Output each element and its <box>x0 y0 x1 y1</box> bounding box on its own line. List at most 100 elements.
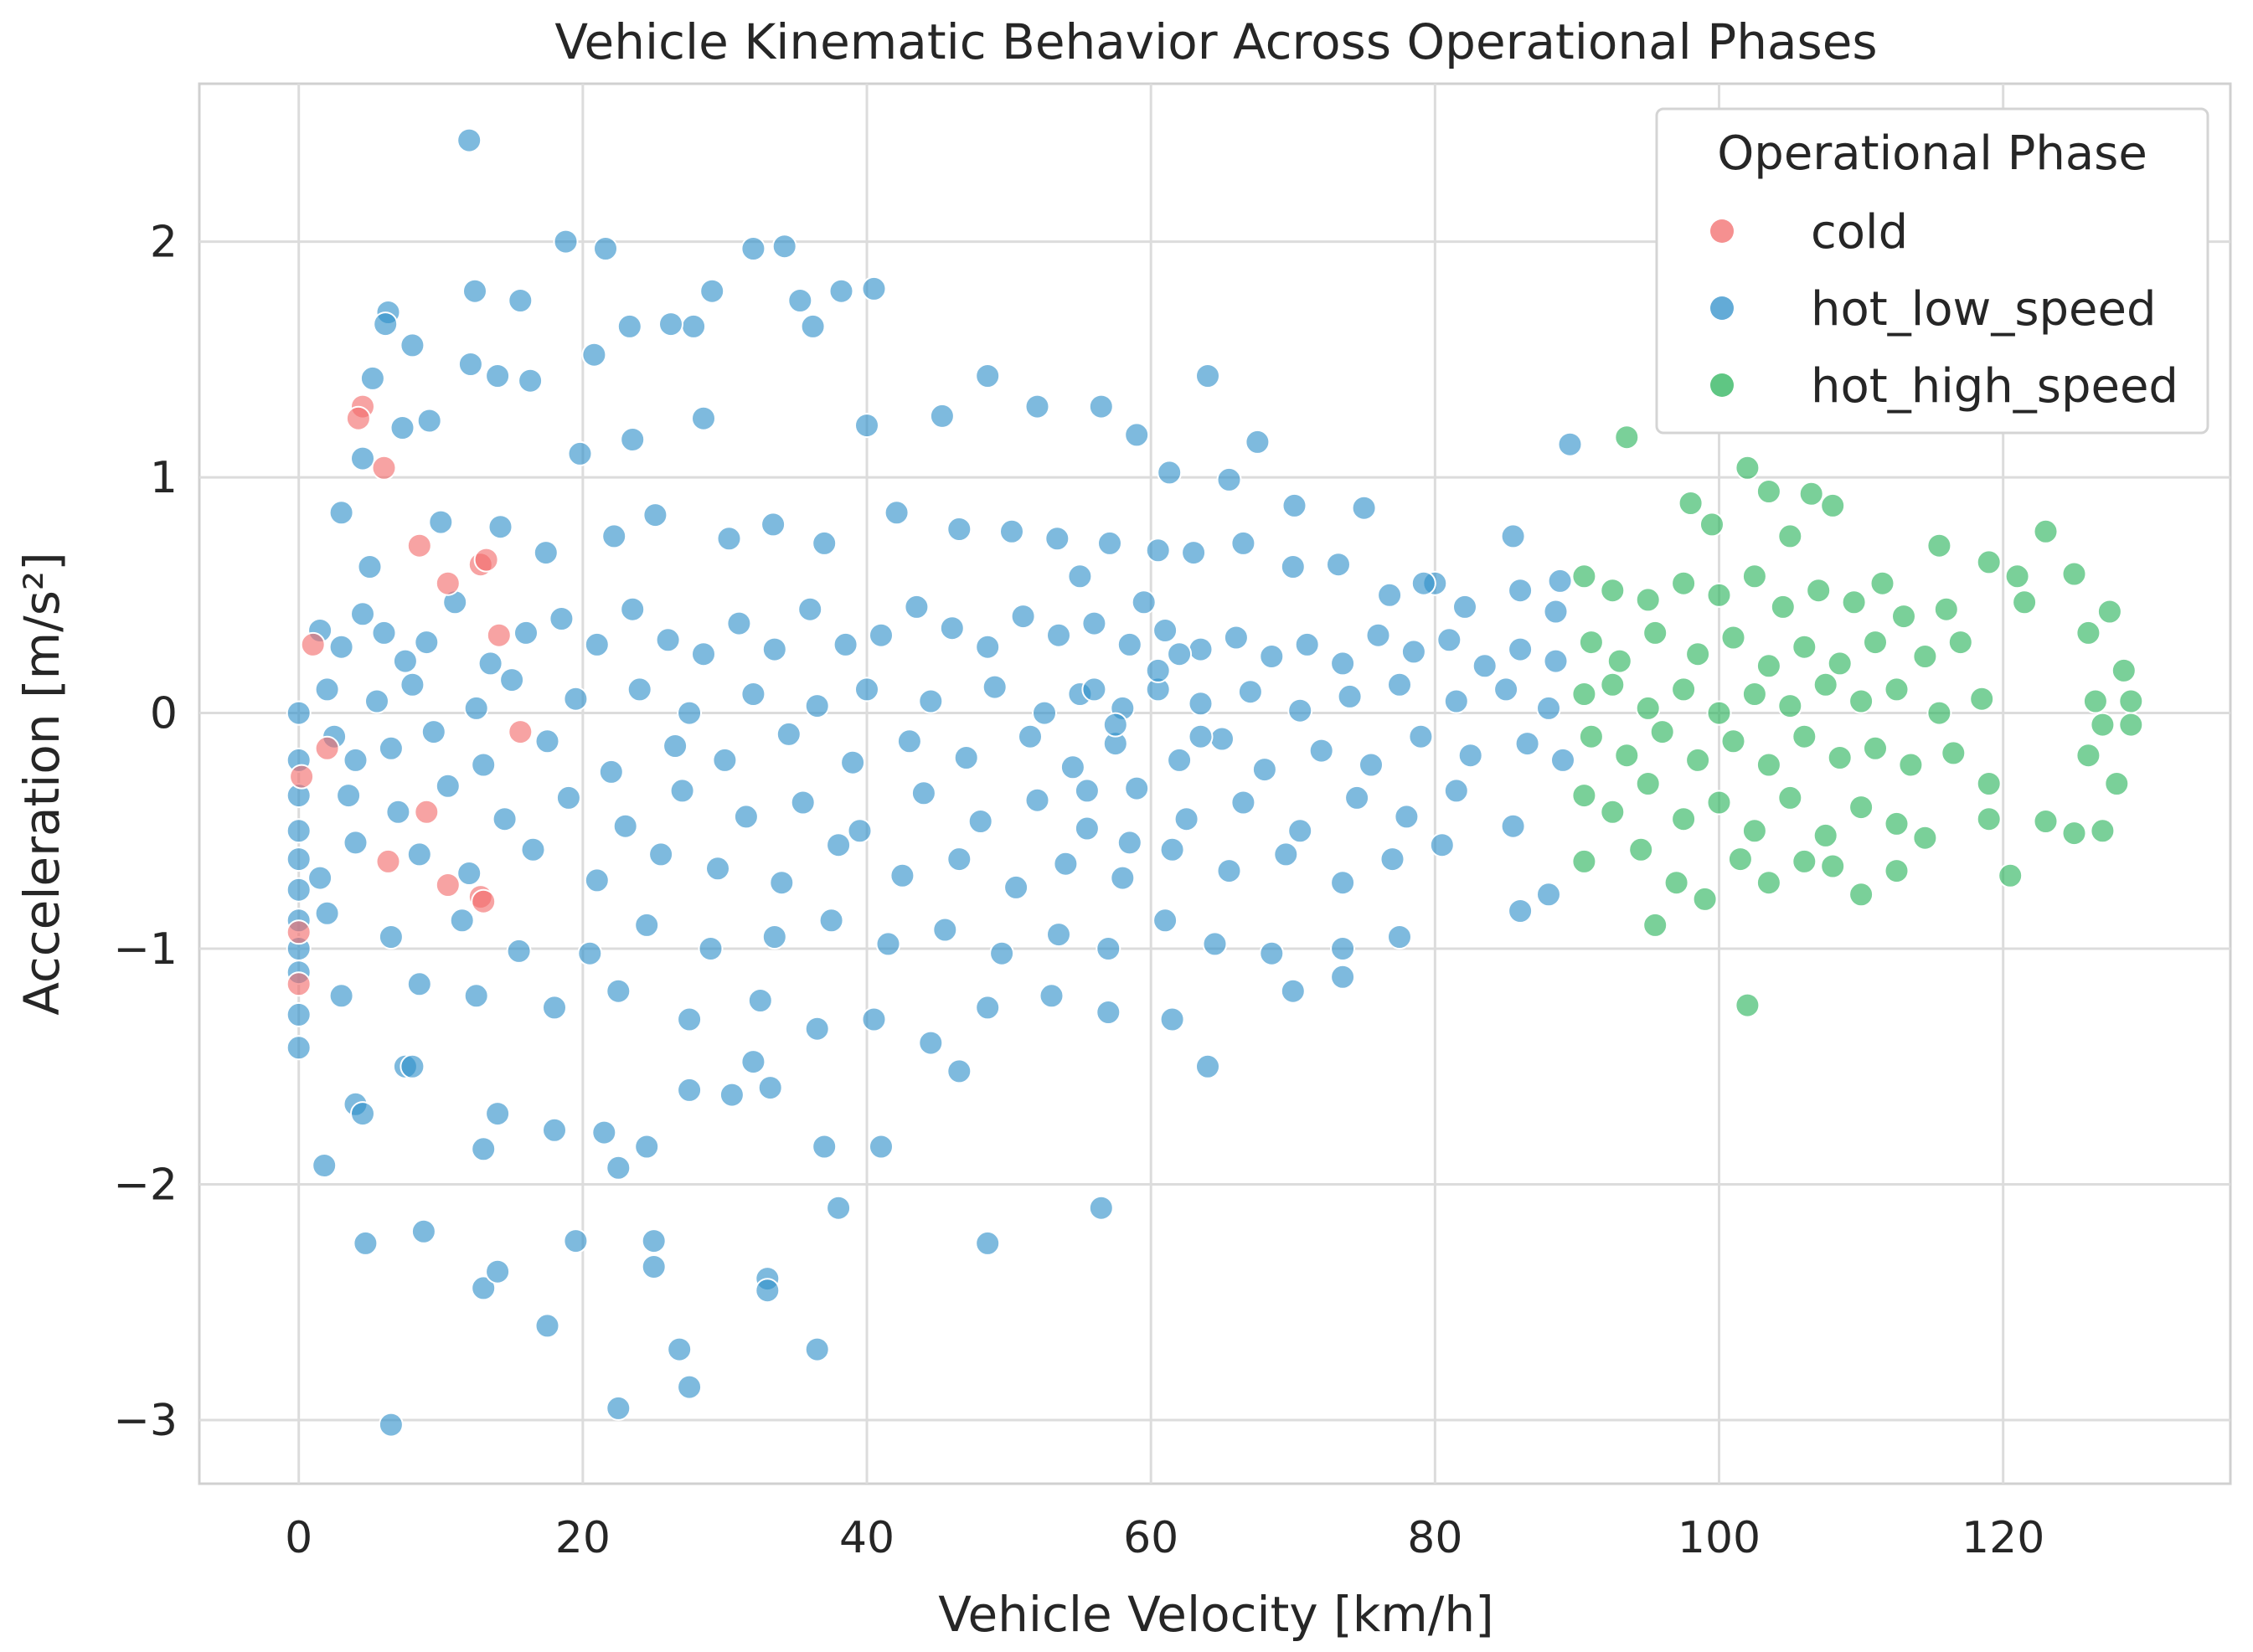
data-point-hot-low-speed <box>435 773 461 799</box>
y-tick-label: 0 <box>150 689 178 739</box>
data-point-hot-high-speed <box>2090 818 2116 844</box>
data-point-hot-low-speed <box>518 368 544 394</box>
legend-label-hot-low-speed: hot_low_speed <box>1811 282 2157 337</box>
data-point-hot-high-speed <box>1571 564 1597 589</box>
data-point-hot-high-speed <box>1841 589 1867 615</box>
data-point-hot-high-speed <box>1976 806 2002 832</box>
data-point-hot-high-speed <box>1947 630 1973 656</box>
data-point-hot-low-speed <box>1074 778 1100 804</box>
data-point-hot-high-speed <box>1606 648 1632 674</box>
data-point-hot-high-speed <box>1578 723 1604 749</box>
data-point-hot-low-speed <box>1223 625 1249 651</box>
data-point-hot-high-speed <box>1720 728 1746 754</box>
data-point-cold <box>286 919 312 945</box>
data-point-hot-low-speed <box>328 634 354 660</box>
data-point-hot-low-speed <box>314 900 340 926</box>
data-point-hot-low-speed <box>485 1258 511 1284</box>
data-point-hot-low-speed <box>591 1119 617 1145</box>
data-point-hot-low-speed <box>740 1049 766 1075</box>
data-point-hot-low-speed <box>371 620 397 646</box>
data-point-hot-low-speed <box>457 352 483 377</box>
data-point-hot-low-speed <box>1145 538 1171 564</box>
data-point-hot-high-speed <box>1614 743 1640 769</box>
data-point-hot-low-speed <box>1230 530 1256 556</box>
chart-title: Vehicle Kinematic Behavior Across Operat… <box>554 13 1877 70</box>
data-point-hot-low-speed <box>286 877 312 903</box>
data-point-hot-high-speed <box>1770 594 1796 620</box>
data-point-hot-low-speed <box>350 1101 375 1127</box>
data-point-hot-high-speed <box>1869 570 1895 596</box>
data-point-hot-low-speed <box>800 313 826 339</box>
data-point-hot-low-speed <box>312 1153 338 1178</box>
data-point-hot-low-speed <box>1010 604 1036 630</box>
legend-label-hot-high-speed: hot_high_speed <box>1811 359 2178 414</box>
data-point-hot-low-speed <box>975 995 1001 1021</box>
data-point-hot-low-speed <box>929 403 955 429</box>
data-points <box>286 127 2144 1438</box>
data-point-hot-low-speed <box>804 1336 830 1362</box>
data-point-hot-low-speed <box>1326 552 1351 578</box>
data-point-hot-low-speed <box>1081 610 1107 636</box>
data-point-hot-low-speed <box>1452 594 1477 620</box>
x-tick-label: 80 <box>1407 1513 1462 1563</box>
data-point-hot-high-speed <box>1777 693 1803 719</box>
data-point-hot-low-speed <box>989 940 1015 966</box>
data-point-hot-low-speed <box>1536 882 1561 908</box>
data-point-hot-low-speed <box>1436 627 1462 653</box>
data-point-hot-low-speed <box>733 804 759 830</box>
data-point-cold <box>314 735 340 761</box>
data-point-hot-low-speed <box>563 1228 589 1254</box>
data-point-hot-high-speed <box>1642 620 1668 646</box>
data-point-hot-low-speed <box>847 818 873 844</box>
data-point-hot-low-speed <box>626 677 652 702</box>
data-point-hot-low-speed <box>769 870 795 896</box>
data-point-cold <box>435 872 461 898</box>
data-point-hot-low-speed <box>1067 564 1093 589</box>
data-point-hot-low-speed <box>1280 978 1306 1004</box>
data-point-hot-low-speed <box>534 728 560 754</box>
data-point-hot-low-speed <box>1167 747 1193 773</box>
data-point-hot-low-speed <box>598 759 624 785</box>
data-point-hot-high-speed <box>1941 740 1967 766</box>
data-point-hot-low-speed <box>567 440 593 466</box>
data-point-hot-low-speed <box>1188 691 1214 717</box>
data-point-hot-high-speed <box>1600 578 1626 604</box>
data-point-hot-low-speed <box>804 1016 830 1042</box>
data-point-hot-low-speed <box>1273 841 1299 867</box>
data-point-hot-low-speed <box>669 778 695 804</box>
data-point-hot-low-speed <box>1308 738 1334 764</box>
data-point-hot-low-speed <box>1181 540 1207 566</box>
data-point-hot-high-speed <box>1848 795 1874 821</box>
data-point-hot-high-speed <box>1685 747 1711 773</box>
data-point-hot-low-speed <box>1195 363 1220 389</box>
data-point-hot-low-speed <box>471 1136 497 1162</box>
data-point-hot-low-speed <box>1387 924 1412 950</box>
data-point-hot-low-speed <box>1379 847 1405 872</box>
data-point-hot-low-speed <box>1237 679 1263 705</box>
data-point-hot-high-speed <box>1706 790 1732 816</box>
data-point-hot-low-speed <box>1287 697 1313 723</box>
data-point-hot-low-speed <box>549 606 575 631</box>
data-point-hot-low-speed <box>1330 964 1356 990</box>
data-point-hot-high-speed <box>1848 688 1874 714</box>
data-point-hot-low-speed <box>1167 641 1193 667</box>
data-point-hot-low-speed <box>373 311 399 337</box>
data-point-hot-low-speed <box>1131 589 1157 615</box>
data-point-hot-low-speed <box>555 785 581 811</box>
data-point-hot-low-speed <box>584 867 610 893</box>
data-point-hot-low-speed <box>1152 618 1178 643</box>
x-tick-label: 120 <box>1962 1513 2044 1563</box>
data-point-hot-low-speed <box>1410 570 1436 596</box>
data-point-hot-low-speed <box>939 615 965 641</box>
data-point-hot-high-speed <box>1671 806 1697 832</box>
data-point-hot-high-speed <box>1706 582 1732 608</box>
data-point-hot-low-speed <box>812 530 838 556</box>
data-point-hot-high-speed <box>1827 745 1853 770</box>
series-cold <box>286 394 534 997</box>
data-point-hot-high-speed <box>1792 723 1817 749</box>
data-point-hot-high-speed <box>1926 533 1952 558</box>
data-point-hot-low-speed <box>463 983 489 1009</box>
data-point-hot-low-speed <box>400 672 425 697</box>
data-point-hot-low-speed <box>612 813 638 839</box>
x-tick-label: 0 <box>285 1513 312 1563</box>
